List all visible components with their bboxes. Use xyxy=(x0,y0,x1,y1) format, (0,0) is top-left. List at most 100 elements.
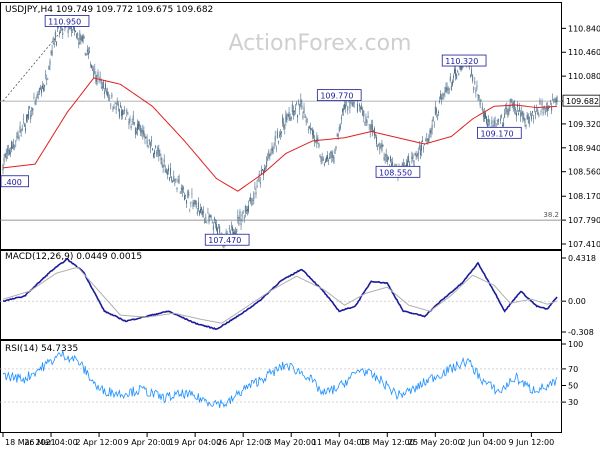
candle-body xyxy=(115,106,117,110)
candle-body xyxy=(285,114,287,123)
candle-body xyxy=(289,118,291,120)
candle-body xyxy=(480,100,482,102)
candle-body xyxy=(537,109,539,115)
candle-body xyxy=(436,117,438,119)
candle-body xyxy=(312,129,314,136)
candle-body xyxy=(455,69,457,76)
candle-body xyxy=(69,27,71,29)
candle-body xyxy=(288,112,290,119)
candle-body xyxy=(255,192,257,195)
candle-body xyxy=(154,150,156,155)
candle-body xyxy=(376,136,378,145)
candle-body xyxy=(196,211,198,214)
candle-body xyxy=(259,181,261,184)
candle-body xyxy=(265,167,267,169)
candle-body xyxy=(170,167,172,175)
candle-body xyxy=(103,91,105,94)
x-tick-label: 18 Mar 2021 xyxy=(5,438,56,447)
candle-body xyxy=(409,163,411,168)
candle-body xyxy=(407,160,409,166)
fib-level-label: 38.2 xyxy=(543,211,559,219)
candle-body xyxy=(13,144,15,147)
candle-body xyxy=(536,109,538,111)
candle-body xyxy=(293,110,295,113)
candle-body xyxy=(246,208,248,212)
candle-body xyxy=(97,71,99,77)
candle-body xyxy=(33,96,35,98)
candle-body xyxy=(241,214,243,217)
candle-body xyxy=(135,131,137,134)
candle-body xyxy=(329,157,331,159)
candle-body xyxy=(296,103,297,104)
candle-body xyxy=(295,108,296,110)
candle-body xyxy=(450,86,452,91)
candle-body xyxy=(141,130,143,133)
candle-body xyxy=(439,101,441,103)
candle-body xyxy=(353,102,355,104)
candle-body xyxy=(236,228,238,232)
candle-body xyxy=(380,145,382,147)
candle-body xyxy=(208,215,210,223)
candle-body xyxy=(496,120,498,122)
candle-body xyxy=(448,88,450,90)
candle-body xyxy=(162,164,164,168)
macd-panel: 0.4318 0.00 -0.308 xyxy=(0,254,596,337)
candle-body xyxy=(201,206,202,211)
price-panel: 110.840 110.460 110.080 109.320 108.940 108.5… xyxy=(0,15,600,249)
candle-body xyxy=(205,216,207,219)
candle-body xyxy=(83,36,85,38)
candle-body xyxy=(76,34,78,38)
candle-body xyxy=(254,186,256,188)
candle-body xyxy=(319,155,321,158)
candle-body xyxy=(449,76,451,81)
candle-body xyxy=(378,143,380,145)
candle-body xyxy=(478,95,480,99)
candle-body xyxy=(233,231,235,236)
candle-body xyxy=(26,115,27,121)
candle-body xyxy=(313,130,315,138)
candle-body xyxy=(12,146,14,149)
candle-body xyxy=(522,111,524,120)
candle-body xyxy=(68,26,70,29)
candle-body xyxy=(11,141,12,150)
candle-body xyxy=(171,177,173,181)
candle-body xyxy=(362,109,364,116)
candle-body xyxy=(375,134,376,136)
candle-body xyxy=(243,217,245,219)
candle-body xyxy=(146,139,148,145)
candle-body xyxy=(181,186,183,192)
candle-body xyxy=(438,111,439,114)
candle-body xyxy=(153,153,154,158)
candle-body xyxy=(494,121,496,123)
candle-body xyxy=(217,228,219,235)
candle-body xyxy=(401,164,403,166)
candle-body xyxy=(108,97,110,98)
candle-body xyxy=(286,116,288,120)
x-tick-label: 19 Apr 04:00 xyxy=(169,438,221,447)
rsi-panel: 100 70 50 30 xyxy=(0,340,583,409)
x-tick-label: 26 Mar 04:00 xyxy=(24,438,77,447)
rsi-y-tick-label: 30 xyxy=(568,398,578,407)
candle-body xyxy=(110,104,112,106)
candle-body xyxy=(366,120,368,123)
candle-body xyxy=(150,139,152,142)
candle-body xyxy=(91,64,93,69)
candle-body xyxy=(159,154,161,156)
candle-body xyxy=(176,187,178,190)
candle-body xyxy=(245,209,247,212)
candle-body xyxy=(198,210,200,215)
candle-body xyxy=(228,228,230,230)
price-annotation-box xyxy=(477,126,522,139)
candle-body xyxy=(470,75,471,77)
candle-body xyxy=(46,78,48,81)
candle-body xyxy=(118,109,120,118)
candle-body xyxy=(219,226,221,233)
candle-body xyxy=(230,226,232,227)
candle-body xyxy=(28,111,30,120)
candle-body xyxy=(414,152,416,155)
candle-body xyxy=(179,192,181,194)
price-y-tick-label: 108.940 xyxy=(568,144,600,153)
candle-body xyxy=(302,115,304,119)
candle-body xyxy=(148,139,150,142)
